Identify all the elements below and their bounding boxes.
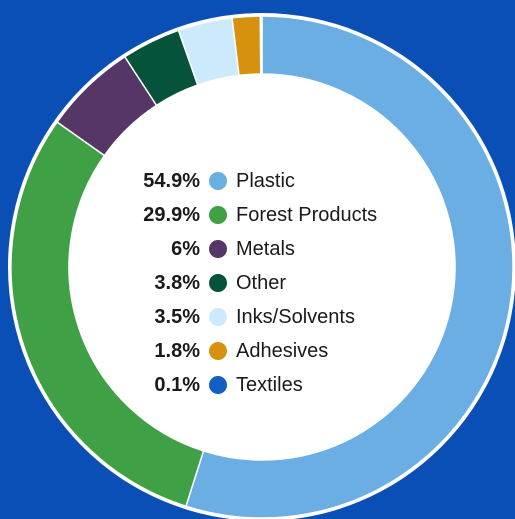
legend-label-other: Other bbox=[236, 271, 287, 294]
legend-swatch-textiles bbox=[209, 376, 227, 394]
legend-label-metals: Metals bbox=[236, 237, 295, 260]
legend-label-forest-products: Forest Products bbox=[236, 203, 378, 226]
legend-value-forest-products: 29.9% bbox=[143, 203, 200, 226]
legend-label-textiles: Textiles bbox=[236, 373, 303, 396]
donut-center bbox=[69, 74, 455, 460]
donut-slice-textiles bbox=[259, 15, 263, 75]
legend-swatch-inks-solvents bbox=[209, 308, 227, 326]
legend-swatch-adhesives bbox=[209, 342, 227, 360]
legend-swatch-forest-products bbox=[209, 206, 227, 224]
legend-value-textiles: 0.1% bbox=[154, 373, 200, 396]
legend-value-adhesives: 1.8% bbox=[154, 339, 200, 362]
legend-label-plastic: Plastic bbox=[236, 169, 295, 192]
legend-value-plastic: 54.9% bbox=[143, 169, 200, 192]
legend-label-adhesives: Adhesives bbox=[236, 339, 329, 362]
chart-legend: 54.9% Plastic 29.9% Forest Products 6% Metals… bbox=[110, 164, 377, 402]
legend-value-metals: 6% bbox=[171, 237, 200, 260]
legend-value-inks-solvents: 3.5% bbox=[154, 305, 200, 328]
legend-swatch-other bbox=[209, 274, 227, 292]
legend-swatch-plastic bbox=[209, 172, 227, 190]
legend-value-other: 3.8% bbox=[154, 271, 200, 294]
legend-label-inks-solvents: Inks/Solvents bbox=[236, 305, 355, 328]
legend-swatch-metals bbox=[209, 240, 227, 258]
